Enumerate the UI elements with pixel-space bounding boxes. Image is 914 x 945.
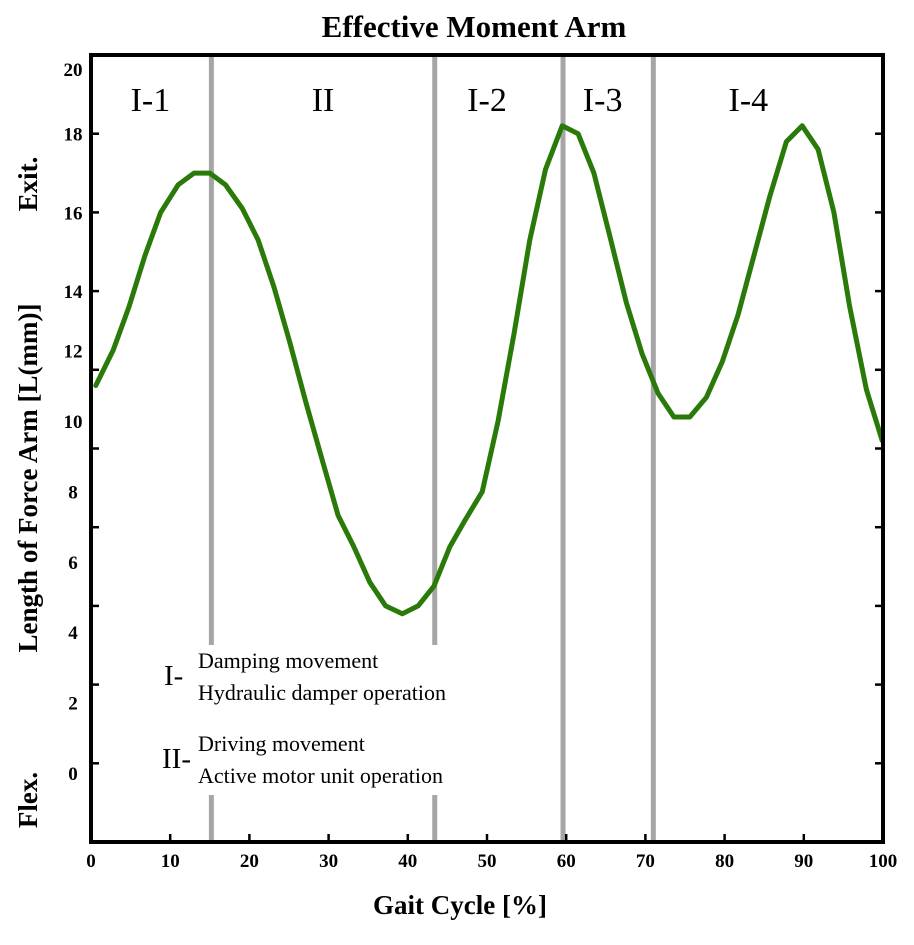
x-tick-label: 70	[636, 851, 655, 872]
x-axis-tick-labels: 0 10 20 30 40 50 60 70 80 90 100	[86, 851, 897, 872]
x-tick-label: 100	[869, 851, 898, 872]
region-label: I-1	[131, 82, 171, 119]
legend-line: Damping movement	[198, 648, 378, 673]
y-tick-label: 0	[68, 764, 78, 785]
legend-entry-driving: II- Driving movement Active motor unit o…	[162, 731, 443, 788]
x-tick-label: 60	[557, 851, 576, 872]
y-tick-label: 20	[64, 60, 83, 81]
y-tick-label: 10	[64, 412, 83, 433]
x-tick-label: 0	[86, 851, 96, 872]
x-tick-label: 90	[794, 851, 813, 872]
legend-line: Hydraulic damper operation	[198, 680, 446, 705]
x-tick-label: 10	[161, 851, 180, 872]
region-label: I-3	[583, 82, 623, 119]
legend-prefix: II-	[162, 743, 191, 775]
y-tick-label: 14	[64, 282, 84, 303]
x-tick-label: 80	[715, 851, 734, 872]
series-layer	[93, 123, 885, 617]
x-tick-label: 50	[478, 851, 497, 872]
x-tick-label: 20	[240, 851, 259, 872]
region-label: I-2	[467, 82, 507, 119]
y-axis-title-group: Exit. Length of Force Arm [L(mm)] Flex.	[13, 157, 43, 829]
y-tick-label: 8	[68, 482, 78, 503]
y-axis-ticks	[91, 132, 883, 765]
y-tick-label: 6	[68, 553, 78, 574]
legend-entry-damping: I- Damping movement Hydraulic damper ope…	[164, 648, 446, 705]
y-tick-label: 16	[64, 203, 83, 224]
series-line	[93, 123, 885, 617]
region-label: I-4	[729, 82, 769, 119]
y-tick-label: 4	[68, 623, 78, 644]
legend: I- Damping movement Hydraulic damper ope…	[162, 645, 507, 795]
legend-prefix: I-	[164, 660, 183, 692]
y-axis-title: Length of Force Arm [L(mm)]	[13, 304, 43, 653]
x-axis-ticks	[168, 834, 806, 842]
y-axis-annotation-exit: Exit.	[13, 157, 43, 212]
x-tick-label: 40	[398, 851, 417, 872]
y-tick-label: 18	[64, 125, 83, 146]
chart-title: Effective Moment Arm	[322, 9, 627, 44]
legend-background	[162, 645, 507, 795]
x-tick-label: 30	[319, 851, 338, 872]
y-tick-label: 2	[68, 694, 78, 715]
y-axis-annotation-flex: Flex.	[13, 772, 43, 828]
y-tick-label: 12	[64, 342, 83, 363]
x-axis-title: Gait Cycle [%]	[373, 890, 547, 920]
region-label: II	[312, 82, 335, 119]
region-labels: I-1 II I-2 I-3 I-4	[131, 82, 769, 119]
legend-line: Active motor unit operation	[198, 763, 443, 788]
legend-line: Driving movement	[198, 731, 365, 756]
